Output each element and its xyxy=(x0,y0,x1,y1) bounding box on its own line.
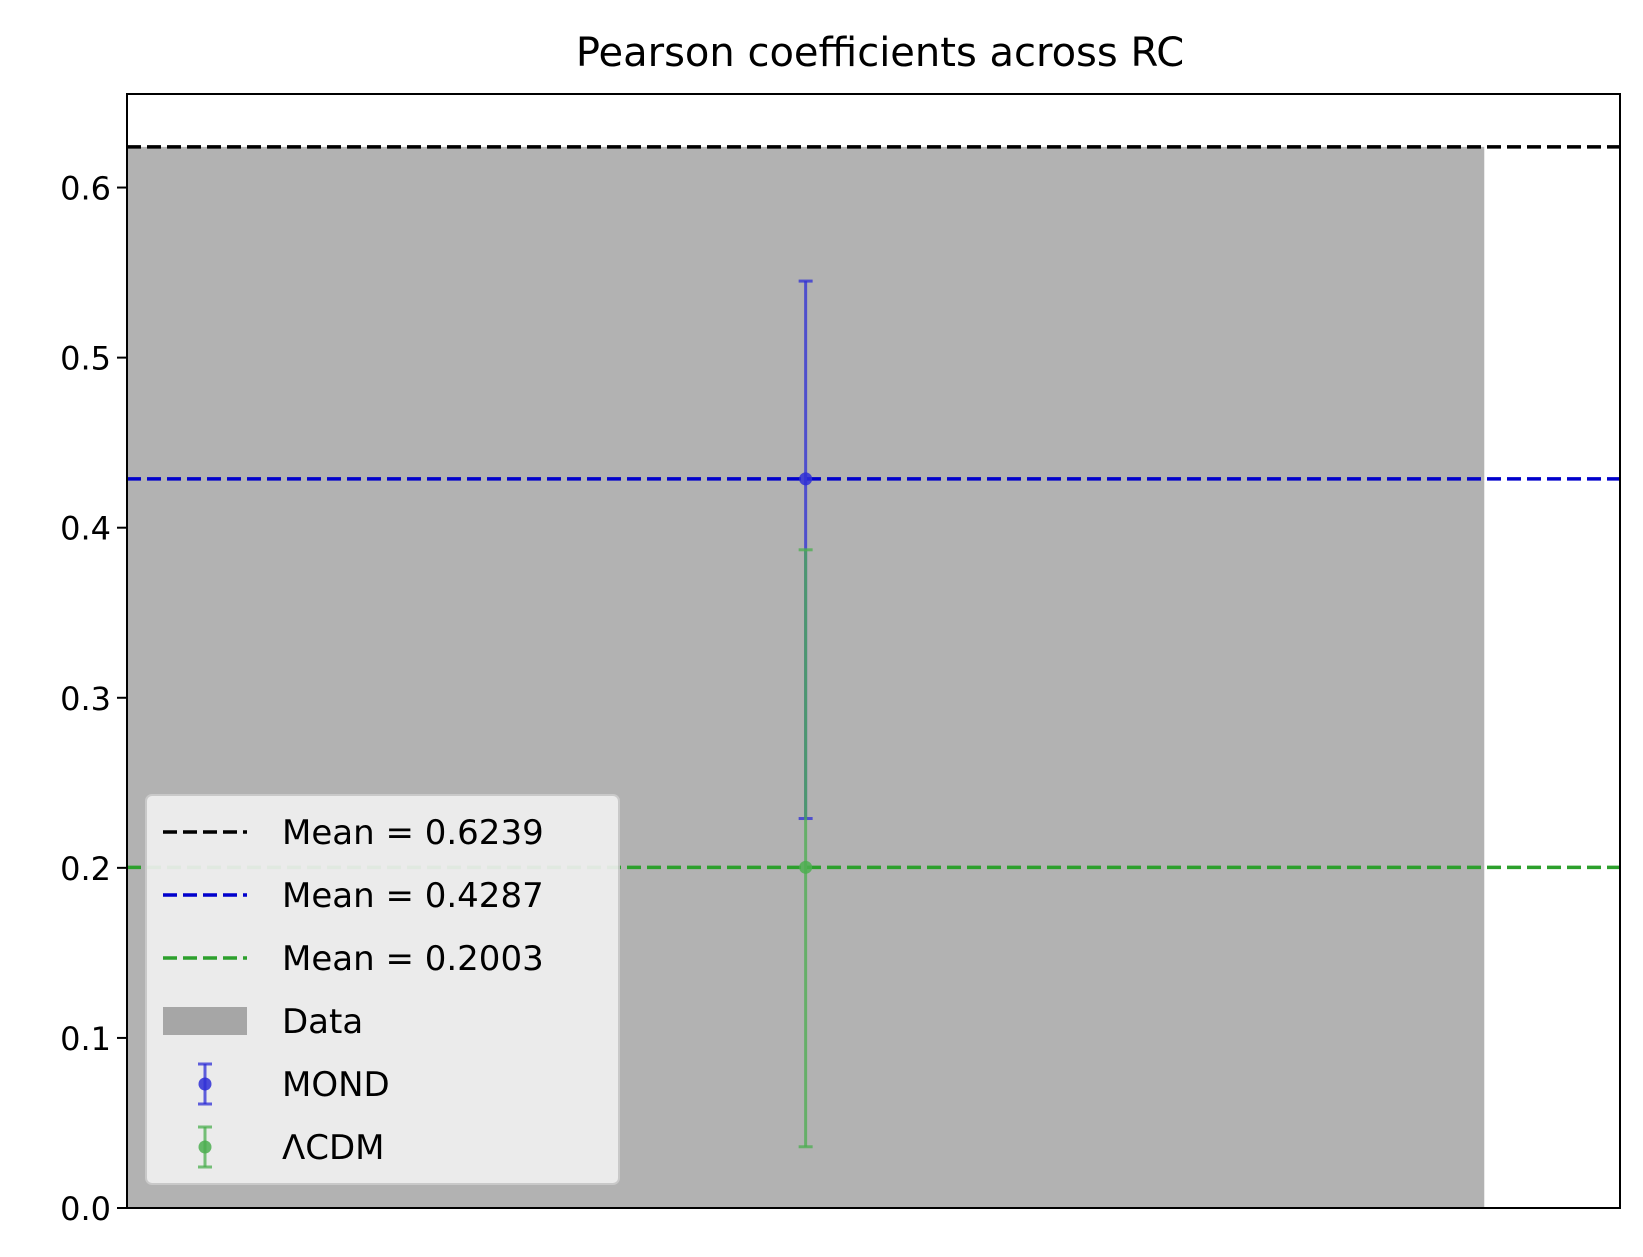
legend-label-mean-3: Mean = 0.2003 xyxy=(282,939,544,979)
y-tick-label: 0.4 xyxy=(60,510,111,548)
legend-label-mean-1: Mean = 0.6239 xyxy=(282,813,544,853)
legend-label-lcdm: ΛCDM xyxy=(282,1128,385,1168)
y-tick-label: 0.0 xyxy=(60,1190,111,1228)
legend-label-mean-2: Mean = 0.4287 xyxy=(282,876,544,916)
legend-label-data: Data xyxy=(282,1002,363,1042)
chart-title: Pearson coefficients across RC xyxy=(576,30,1184,76)
legend: Mean = 0.6239 Mean = 0.4287 Mean = 0.2003 D… xyxy=(145,794,620,1185)
y-tick-label: 0.1 xyxy=(60,1020,111,1058)
legend-label-mond: MOND xyxy=(282,1065,390,1105)
legend-handle-lcdm-point xyxy=(198,1140,212,1154)
y-tick-label: 0.3 xyxy=(60,680,111,718)
legend-box xyxy=(145,794,620,1185)
y-axis: 0.0 0.1 0.2 0.3 0.4 0.5 0.6 xyxy=(60,170,127,1228)
errorbar-lcdm-point xyxy=(799,860,813,874)
legend-handle-data xyxy=(163,1007,247,1035)
plot-frame xyxy=(126,93,1621,1209)
legend-handle-mond-point xyxy=(198,1077,212,1091)
y-tick-label: 0.6 xyxy=(60,170,111,208)
errorbar-mond-point xyxy=(799,472,813,486)
y-tick-label: 0.2 xyxy=(60,850,111,888)
y-tick-label: 0.5 xyxy=(60,340,111,378)
